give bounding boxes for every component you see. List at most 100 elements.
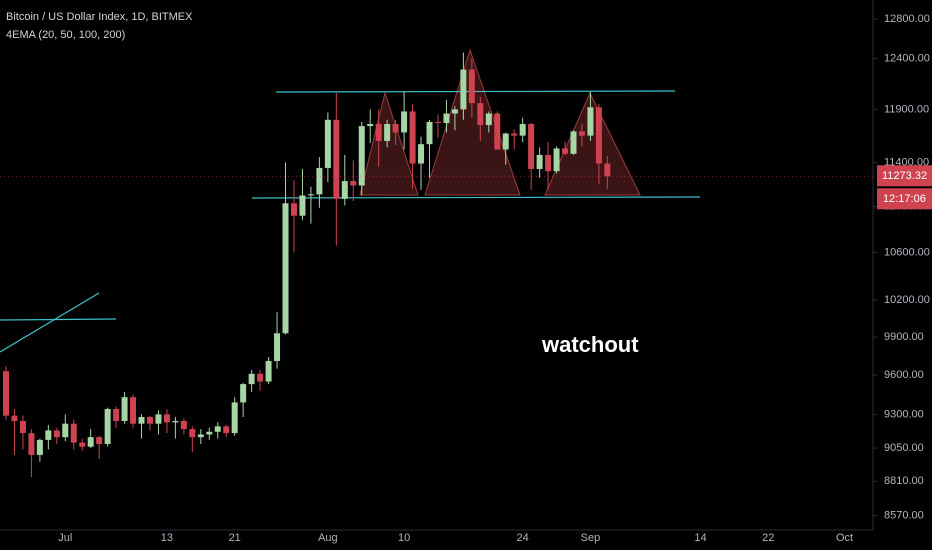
candle-body: [468, 69, 475, 104]
candle-body: [307, 194, 314, 196]
candle-body: [418, 144, 425, 164]
resistance-line: [275, 90, 676, 93]
candle-body: [96, 437, 103, 444]
candle-body: [434, 121, 441, 123]
candle-body: [214, 426, 221, 432]
x-tick-label: 24: [517, 532, 529, 544]
candle-body: [477, 103, 484, 126]
y-tick-label: 9600.00: [884, 369, 924, 381]
candle-body: [121, 397, 128, 422]
candle-body: [502, 133, 509, 150]
indicator-label: 4EMA (20, 50, 100, 200): [6, 29, 125, 41]
candle-body: [324, 119, 331, 168]
drawings: [0, 48, 701, 353]
candle-body: [451, 109, 458, 114]
candle-body: [494, 113, 501, 150]
candle-body: [536, 154, 543, 170]
candle-body: [257, 373, 264, 382]
candle-body: [443, 113, 450, 123]
candle-body: [155, 414, 162, 424]
candle-body: [545, 154, 552, 172]
candle-body: [172, 421, 179, 423]
y-tick-label: 8570.00: [884, 509, 924, 521]
candle-body: [519, 124, 526, 136]
candle-body: [333, 119, 340, 199]
countdown-tag: [877, 188, 932, 210]
candle-body: [358, 126, 365, 186]
x-tick-label: Jul: [58, 532, 72, 544]
candle-body: [426, 121, 433, 145]
candle-body: [528, 124, 535, 170]
y-tick-label: 9900.00: [884, 331, 924, 343]
y-tick-label: 9050.00: [884, 442, 924, 454]
trend-line: [0, 318, 117, 321]
x-tick-label: Sep: [581, 532, 601, 544]
candle-body: [316, 167, 323, 195]
candle-body: [87, 437, 94, 447]
candle-body: [375, 124, 382, 141]
candle-body: [587, 107, 594, 136]
candle-body: [231, 402, 238, 434]
y-tick-label: 8810.00: [884, 475, 924, 487]
candle-body: [53, 430, 60, 438]
trend-line: [0, 292, 100, 353]
y-tick-label: 12400.00: [884, 52, 930, 64]
candle-body: [189, 429, 196, 438]
candle-body: [180, 421, 187, 430]
x-tick-label: Oct: [836, 532, 853, 544]
countdown-label: 12:17:06: [883, 193, 926, 205]
candle-body: [595, 107, 602, 164]
candle-body: [70, 423, 77, 443]
candle-body: [36, 439, 43, 455]
candle-body: [350, 181, 357, 186]
candle-body: [3, 371, 9, 416]
y-tick-label: 11900.00: [884, 103, 929, 115]
price-tag-label: 11273.32: [882, 170, 927, 182]
candle-body: [248, 373, 255, 385]
candle-body: [392, 124, 399, 133]
x-tick-label: 14: [694, 532, 706, 544]
candle-body: [163, 414, 170, 423]
candle-body: [341, 181, 348, 199]
right-shoulder: [544, 91, 641, 196]
candle-body: [28, 433, 35, 455]
candle-body: [409, 111, 416, 164]
candle-body: [197, 434, 204, 438]
x-tick-label: Aug: [318, 532, 338, 544]
candle-body: [290, 203, 297, 216]
neckline: [251, 196, 701, 199]
candle-body: [223, 426, 230, 434]
left-shoulder: [359, 91, 419, 196]
y-tick-label: 10600.00: [884, 246, 930, 258]
candle-body: [367, 124, 374, 127]
candle-body: [460, 69, 467, 110]
y-tick-label: 12800.00: [884, 13, 930, 25]
candle-body: [19, 421, 26, 434]
candle-body: [578, 131, 585, 136]
x-tick-label: 13: [161, 532, 173, 544]
candle-body: [79, 442, 86, 447]
candle-body: [511, 133, 518, 136]
candle-body: [45, 430, 52, 440]
candle-body: [553, 148, 560, 172]
candle-body: [62, 423, 69, 438]
chart-title: Bitcoin / US Dollar Index, 1D, BITMEX: [6, 11, 193, 23]
candle-body: [104, 409, 111, 444]
candle-body: [138, 417, 145, 424]
candle-body: [130, 397, 137, 424]
candle-body: [274, 333, 281, 361]
candle-body: [113, 409, 120, 422]
candle-body: [299, 195, 306, 216]
candle-body: [604, 163, 611, 177]
x-tick-label: 21: [229, 532, 241, 544]
candle-body: [206, 431, 213, 435]
candle-body: [282, 203, 289, 334]
candle-body: [265, 360, 272, 382]
candle-body: [384, 124, 391, 141]
candle-body: [485, 113, 492, 126]
x-tick-label: 22: [762, 532, 774, 544]
candle-body: [401, 111, 408, 133]
candle-body: [240, 384, 247, 403]
y-tick-label: 9300.00: [884, 408, 924, 420]
